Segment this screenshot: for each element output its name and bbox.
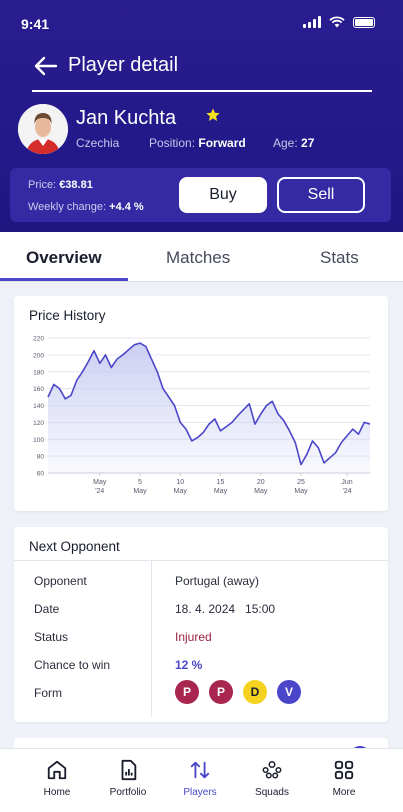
price-label: Price: bbox=[28, 179, 57, 191]
form-badge: V bbox=[277, 680, 301, 704]
status-time: 9:41 bbox=[21, 16, 50, 32]
squads-icon bbox=[262, 761, 282, 779]
buy-button[interactable]: Buy bbox=[179, 177, 267, 213]
price-history-card: Price History 60 80 100 120 140 160 180 200 220 M… bbox=[14, 296, 388, 511]
weekly-change-line: Weekly change: +4.4 % bbox=[28, 201, 144, 213]
nav-players[interactable]: Players bbox=[170, 759, 230, 798]
price-history-title: Price History bbox=[29, 308, 106, 323]
status-value: Injured bbox=[175, 630, 212, 644]
nav-home[interactable]: Home bbox=[27, 759, 87, 798]
y-tick-label: 100 bbox=[33, 437, 44, 444]
column-divider bbox=[151, 560, 152, 717]
y-tick-label: 200 bbox=[33, 352, 44, 359]
cellular-signal-icon bbox=[303, 16, 321, 28]
y-tick-label: 160 bbox=[33, 386, 44, 393]
player-position: Position: Forward bbox=[149, 136, 246, 150]
x-tick-label: May bbox=[254, 488, 268, 495]
form-label: Form bbox=[34, 686, 62, 700]
status-label: Status bbox=[34, 630, 69, 644]
title-bar: Player detail bbox=[32, 52, 372, 92]
form-badges: P P D V bbox=[175, 680, 301, 704]
x-tick-label: May bbox=[133, 488, 147, 495]
nav-squads-label: Squads bbox=[255, 787, 289, 798]
battery-icon bbox=[353, 16, 375, 28]
x-tick-label: May bbox=[214, 488, 228, 495]
x-tick-label: 5 bbox=[138, 479, 142, 486]
next-opponent-card: Next Opponent Opponent Portugal (away) D… bbox=[14, 527, 388, 722]
x-tick-label: 25 bbox=[297, 479, 305, 486]
x-tick-label: '24 bbox=[342, 488, 351, 495]
tab-stats[interactable]: Stats bbox=[320, 248, 359, 267]
card-divider bbox=[14, 560, 388, 561]
y-tick-label: 80 bbox=[37, 454, 45, 461]
weekly-change-label: Weekly change: bbox=[28, 201, 107, 213]
form-badge: P bbox=[175, 680, 199, 704]
portfolio-icon bbox=[121, 759, 137, 781]
nav-portfolio[interactable]: Portfolio bbox=[98, 759, 158, 798]
player-avatar bbox=[18, 104, 68, 154]
wifi-icon bbox=[329, 16, 345, 28]
nav-more[interactable]: More bbox=[314, 759, 374, 798]
status-icons bbox=[303, 16, 375, 28]
x-tick-label: May bbox=[174, 488, 188, 495]
player-name: Jan Kuchta bbox=[76, 107, 177, 129]
back-arrow-icon[interactable] bbox=[34, 56, 58, 76]
active-tab-indicator bbox=[0, 278, 128, 281]
next-opponent-title: Next Opponent bbox=[29, 539, 120, 554]
x-tick-label: May bbox=[93, 479, 107, 486]
weekly-change-value: +4.4 % bbox=[109, 201, 144, 213]
price-history-chart: 60 80 100 120 140 160 180 200 220 May '24 5 May 10 May… bbox=[33, 336, 371, 495]
x-tick-label: '24 bbox=[95, 488, 104, 495]
price-line bbox=[47, 342, 371, 466]
x-tick-label: 10 bbox=[176, 479, 184, 486]
form-badge: P bbox=[209, 680, 233, 704]
price-area bbox=[48, 343, 370, 473]
nav-portfolio-label: Portfolio bbox=[109, 787, 147, 798]
nav-players-label: Players bbox=[183, 787, 217, 798]
y-tick-label: 60 bbox=[37, 471, 45, 478]
player-age: Age: 27 bbox=[273, 136, 314, 150]
bottom-navigation: Home Portfolio Players Squads bbox=[0, 748, 403, 812]
position-value: Forward bbox=[198, 136, 246, 150]
opponent-value: Portugal (away) bbox=[175, 574, 260, 588]
y-tick-label: 180 bbox=[33, 369, 44, 376]
opponent-label: Opponent bbox=[34, 574, 87, 588]
more-grid-icon bbox=[334, 760, 354, 780]
y-tick-label: 220 bbox=[33, 336, 44, 343]
price-line: Price: €38.81 bbox=[28, 179, 93, 191]
x-tick-label: Jun bbox=[341, 479, 352, 486]
chance-to-win-label: Chance to win bbox=[34, 658, 111, 672]
x-tick-label: 15 bbox=[217, 479, 225, 486]
tab-overview[interactable]: Overview bbox=[26, 248, 102, 267]
page-title: Player detail bbox=[68, 54, 179, 76]
chance-to-win-value: 12 % bbox=[175, 658, 203, 672]
home-icon bbox=[47, 760, 67, 780]
sell-button[interactable]: Sell bbox=[277, 177, 365, 213]
position-label: Position: bbox=[149, 136, 196, 150]
date-value: 18. 4. 2024 15:00 bbox=[175, 602, 276, 616]
nav-squads[interactable]: Squads bbox=[242, 759, 302, 798]
tab-matches[interactable]: Matches bbox=[166, 248, 231, 267]
players-transfer-icon bbox=[190, 761, 210, 779]
age-label: Age: bbox=[273, 136, 298, 150]
price-value: €38.81 bbox=[59, 179, 93, 191]
favorite-star-icon[interactable] bbox=[205, 107, 221, 123]
price-card: Price: €38.81 Weekly change: +4.4 % Buy … bbox=[10, 168, 391, 222]
x-tick-label: 20 bbox=[257, 479, 265, 486]
player-header: 9:41 Player detail Jan Kuchta bbox=[0, 0, 403, 232]
tab-bar: Overview Matches Stats bbox=[0, 232, 403, 282]
date-label: Date bbox=[34, 602, 60, 616]
status-bar: 9:41 bbox=[0, 0, 403, 48]
nav-more-label: More bbox=[332, 787, 356, 798]
age-value: 27 bbox=[301, 136, 315, 150]
player-country: Czechia bbox=[76, 136, 120, 150]
form-badge: D bbox=[243, 680, 267, 704]
y-tick-label: 140 bbox=[33, 403, 44, 410]
y-tick-label: 120 bbox=[33, 420, 44, 427]
x-tick-label: May bbox=[294, 488, 308, 495]
nav-home-label: Home bbox=[43, 787, 71, 798]
